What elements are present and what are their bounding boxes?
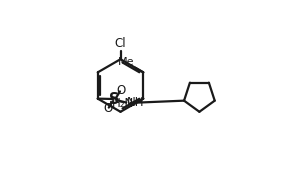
Text: NH: NH [127, 96, 145, 109]
Text: O: O [116, 84, 126, 97]
Text: H₂N: H₂N [112, 97, 134, 110]
Text: Me: Me [118, 57, 134, 67]
Text: S: S [109, 92, 120, 107]
Text: O: O [103, 102, 112, 115]
Text: Cl: Cl [115, 37, 126, 50]
